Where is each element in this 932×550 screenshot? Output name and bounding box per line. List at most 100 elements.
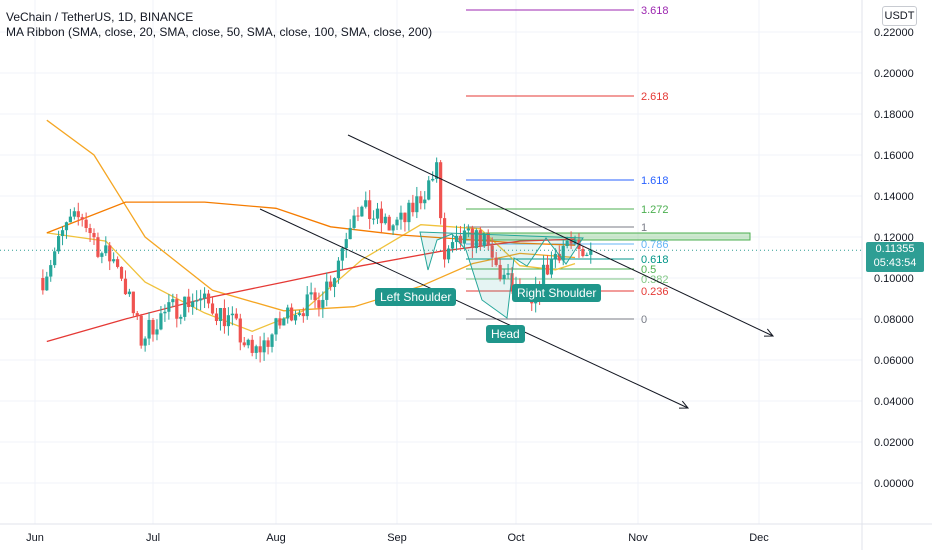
candle-body [375, 208, 380, 219]
candle-body [379, 208, 383, 224]
candle-body [332, 278, 337, 288]
candle-body [270, 334, 274, 347]
candle-body [254, 346, 258, 353]
currency-button[interactable]: USDT [882, 6, 917, 26]
candle-body [242, 342, 246, 346]
candle-body [218, 307, 223, 321]
time-tick-label: Sep [387, 532, 407, 544]
candle-body [297, 313, 302, 316]
candle-body [301, 313, 305, 317]
candle-body [450, 242, 455, 249]
time-tick-label: Jul [146, 532, 160, 544]
right-shoulder-label[interactable]: Right Shoulder [512, 284, 602, 302]
candle-body [325, 281, 329, 300]
candle-body [502, 274, 506, 280]
candle-body [498, 264, 502, 280]
candle-body [581, 249, 585, 257]
candle-body [64, 222, 69, 231]
price-axis[interactable]: 0.22000 0.20000 0.18000 0.16000 0.14000 0.120… [861, 0, 914, 550]
candle-body [344, 239, 348, 249]
price-tick-label: 0.06000 [874, 355, 914, 367]
candle-body [274, 318, 278, 335]
candle-body [474, 230, 478, 249]
price-tick-label: 0.20000 [874, 68, 914, 80]
fib-level-label: 0.786 [641, 239, 669, 251]
head-label[interactable]: Head [486, 325, 525, 343]
price-tick-label: 0.00000 [874, 478, 914, 490]
candle-body [238, 318, 242, 343]
fib-level-label: 0.618 [641, 254, 669, 266]
fib-level-label: 1.272 [641, 204, 669, 216]
candle-body [565, 240, 569, 246]
candle-body [127, 291, 131, 295]
candle-body [108, 245, 112, 262]
candle-body [486, 233, 490, 246]
candle-body [230, 313, 234, 316]
candle-body [266, 340, 270, 347]
candle-body [478, 230, 482, 247]
fib-level-label: 0.236 [641, 286, 669, 298]
candle-body [60, 230, 65, 237]
candle-body [226, 315, 230, 327]
candle-body [262, 340, 266, 353]
candle-body [112, 259, 116, 262]
lower-trend-line [259, 208, 689, 409]
candle-body [96, 237, 100, 257]
last-price-value: 0.11355 [875, 243, 915, 255]
time-tick-label: Nov [628, 532, 648, 544]
candle-body [407, 202, 411, 223]
grid [0, 0, 862, 524]
candle-body [482, 233, 486, 247]
candle-body [202, 293, 207, 299]
candle-body [80, 217, 84, 220]
candle-body [419, 196, 423, 204]
candle-body [415, 196, 419, 213]
candle-body [545, 264, 550, 275]
candle-body [557, 253, 561, 261]
upper-trend-line [347, 134, 774, 337]
candle-body [352, 215, 356, 228]
fib-level-label: 0 [641, 314, 647, 326]
candle-body [76, 211, 80, 218]
time-axis[interactable]: Jun Jul Aug Sep Oct Nov Dec [0, 523, 932, 544]
candle-body [573, 239, 577, 244]
fib-level-label: 3.618 [641, 5, 669, 17]
candle-body [151, 319, 155, 335]
price-tick-label: 0.04000 [874, 396, 914, 408]
fibonacci-retracement[interactable]: 3.6182.6181.6181.27210.7860.6180.50.3820… [465, 5, 751, 326]
candle-body [466, 228, 470, 231]
candle-body [45, 276, 49, 291]
price-tick-label: 0.02000 [874, 437, 914, 449]
indicator-legend[interactable]: MA Ribbon (SMA, close, 20, SMA, close, 5… [6, 25, 433, 39]
candle-body [49, 265, 53, 277]
candle-body [293, 315, 298, 321]
candle-body [387, 216, 391, 231]
trend-lines[interactable] [0, 134, 862, 409]
candle-body [541, 264, 546, 296]
candle-body [329, 281, 333, 288]
upper-trend-arrow [763, 328, 775, 337]
candle-body [139, 315, 143, 346]
candle-body [116, 259, 120, 267]
candle-body [119, 266, 124, 279]
candle-body [348, 227, 352, 240]
candle-body [57, 236, 61, 252]
candle-body [569, 240, 573, 244]
symbol-title[interactable]: VeChain / TetherUS, 1D, BINANCE [6, 10, 194, 24]
time-tick-label: Dec [749, 532, 769, 544]
time-tick-label: Oct [507, 532, 524, 544]
candle-body [317, 300, 321, 308]
candle-body [435, 162, 439, 179]
candle-body [171, 299, 175, 303]
candle-body [167, 302, 171, 312]
candle-body [383, 216, 387, 224]
ma-line [46, 224, 576, 332]
candle-body [490, 245, 494, 258]
candle-body [72, 211, 76, 217]
candle-body [439, 162, 443, 219]
left-shoulder-label[interactable]: Left Shoulder [375, 288, 457, 306]
candle-body [258, 346, 262, 353]
candle-body [183, 296, 187, 317]
candle-body [494, 257, 498, 265]
